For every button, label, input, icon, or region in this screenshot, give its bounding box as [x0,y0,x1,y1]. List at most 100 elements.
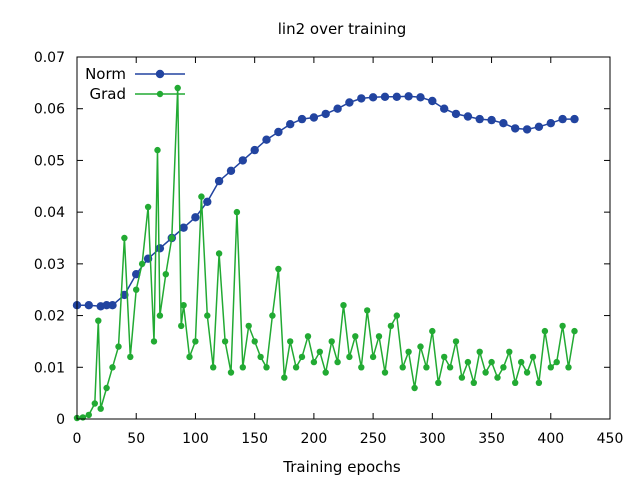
data-point [155,244,165,253]
x-tick-label: 150 [241,431,268,447]
data-point [95,317,102,324]
x-tick-label: 50 [127,431,145,447]
data-point [558,114,567,124]
data-point [369,353,377,361]
data-point [292,364,300,371]
data-point [435,379,442,386]
data-point [565,364,572,371]
data-point [476,348,483,355]
plot-frame [76,56,611,420]
data-point [512,379,519,386]
data-point [333,104,342,113]
data-point [393,312,400,319]
data-point [446,364,454,371]
y-tick-label: 0.07 [34,50,65,66]
data-point [233,208,241,216]
data-point [535,379,543,386]
data-point [210,364,217,371]
data-point [138,260,146,268]
data-point [162,271,169,278]
data-point [541,327,549,335]
data-point [482,369,489,376]
data-point [506,348,513,355]
data-point [263,364,270,371]
data-point [499,119,508,128]
data-point [529,353,537,361]
data-point [352,333,359,340]
data-point [204,312,211,319]
data-point [553,358,560,366]
data-point [328,338,335,345]
data-point [221,338,229,345]
data-point [287,338,294,345]
data-point [127,353,134,361]
data-point [154,146,161,154]
legend-label: Norm [85,65,126,83]
data-point [534,122,544,131]
data-point [281,374,288,381]
data-point [387,322,395,330]
data-point [274,127,283,137]
data-point [102,301,111,310]
data-point [150,338,158,345]
data-point [368,93,378,102]
data-point [103,384,110,392]
data-point [570,114,579,124]
x-axis-label: Training epochs [282,458,401,476]
data-point [304,333,312,340]
data-point [404,92,413,101]
data-point [251,338,258,345]
data-point [310,358,318,366]
x-tick-label: 0 [73,431,82,447]
data-point [316,348,323,355]
data-point [245,322,252,330]
y-tick-label: 0.04 [34,205,65,221]
y-tick-label: 0.05 [34,153,65,169]
x-tick-label: 250 [360,431,387,447]
data-point [115,343,122,350]
data-point [500,364,507,371]
data-point [488,358,495,366]
data-point [191,213,200,222]
data-point [380,92,390,102]
data-point [227,369,235,376]
chart-marks [72,84,579,422]
data-point [297,114,307,124]
data-point [132,270,141,279]
data-point [417,343,424,350]
data-point [91,400,99,407]
data-point [345,98,354,107]
data-point [546,119,555,128]
data-point [440,104,449,113]
data-point [97,405,104,412]
data-point [441,353,448,361]
series-grad [73,84,578,422]
data-point [346,353,353,361]
data-point [144,203,152,211]
y-tick-label: 0.01 [34,360,65,376]
series-norm [72,92,579,311]
x-tick-label: 300 [419,431,446,447]
chart-title: lin2 over training [278,20,406,38]
data-point [121,234,128,242]
legend-swatch-marker [156,90,164,98]
data-point [416,93,425,102]
data-point [357,94,366,103]
data-point [511,124,520,133]
series-line [76,87,576,419]
data-point [411,384,418,392]
data-point [475,114,484,124]
data-point [179,223,188,232]
data-point [186,353,193,361]
axes: 0 50 100 150 200 250 300 350 400 450 0 0.01 0.02 0.03… [34,50,624,447]
x-tick-label: 400 [537,431,564,447]
data-point [226,166,236,175]
data-point [238,156,247,165]
data-point [178,322,185,330]
data-point [392,92,401,102]
data-point [364,307,371,314]
data-point [156,312,164,319]
data-point [571,327,578,335]
